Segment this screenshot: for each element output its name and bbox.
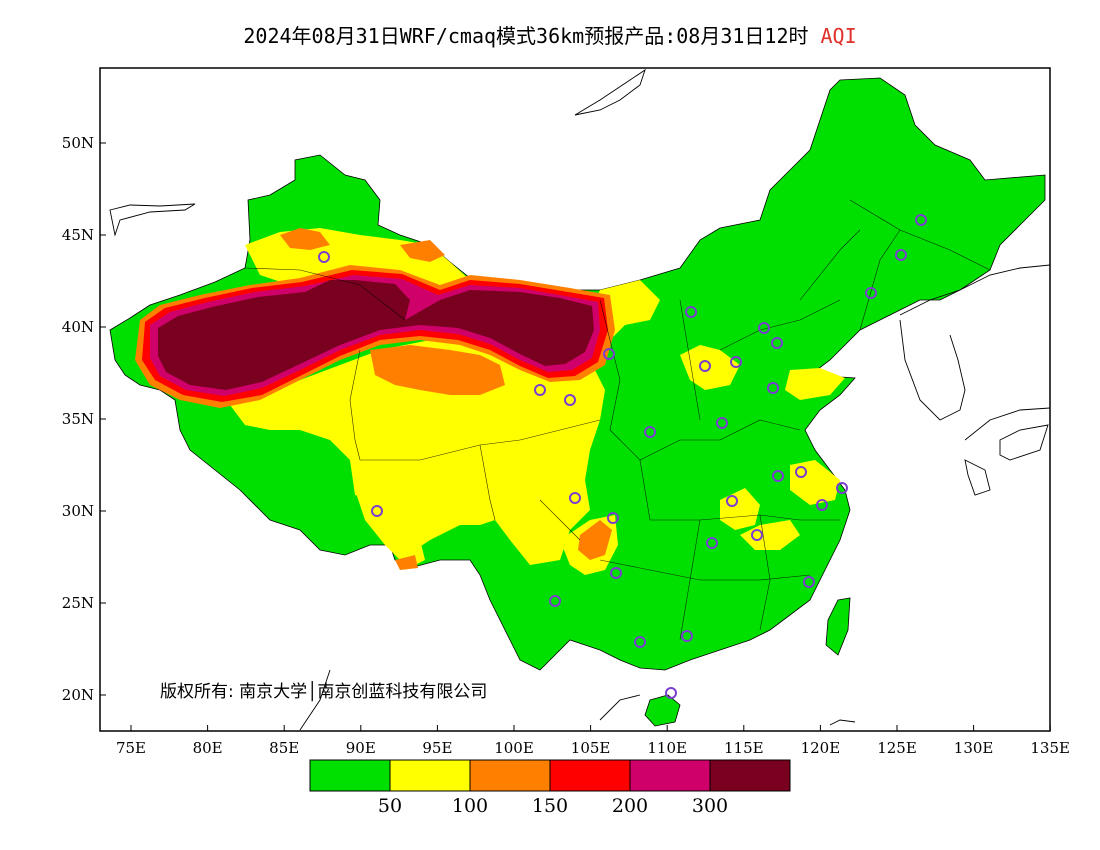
aqi-field xyxy=(109,68,1050,731)
lat-tick-label: 20N xyxy=(62,686,94,704)
lat-tick-label: 50N xyxy=(62,134,94,152)
region-moderate-yangtze xyxy=(720,488,760,530)
legend-swatch xyxy=(549,759,631,792)
lat-tick-label: 25N xyxy=(62,594,94,612)
legend-swatch xyxy=(709,759,791,792)
lat-tick-label: 45N xyxy=(62,226,94,244)
legend-swatch xyxy=(469,759,551,792)
coastlines xyxy=(109,68,1050,731)
legend-label: 200 xyxy=(612,795,648,817)
region-usg-qinghai xyxy=(370,345,505,395)
region-usg-sichuan xyxy=(578,520,612,560)
lon-tick-label: 100E xyxy=(494,739,534,757)
lon-tick-label: 135E xyxy=(1030,739,1070,757)
region-moderate-jiangsu xyxy=(790,460,840,505)
lon-tick-label: 90E xyxy=(346,739,376,757)
region-hainan xyxy=(644,694,681,727)
region-taiwan xyxy=(825,597,851,656)
region-usg-tibet xyxy=(395,555,418,570)
legend-label: 150 xyxy=(532,795,568,817)
plot-frame xyxy=(99,67,1051,732)
map-title: 2024年08月31日WRF/cmaq模式36km预报产品:08月31日12时 A… xyxy=(0,20,1100,49)
lon-tick-label: 95E xyxy=(422,739,452,757)
legend-swatch xyxy=(389,759,471,792)
title-variable: AQI xyxy=(820,24,857,48)
region-usg-north2 xyxy=(400,240,445,262)
legend-label: 50 xyxy=(378,795,402,817)
lon-tick-label: 85E xyxy=(269,739,299,757)
region-usg-north xyxy=(280,228,330,250)
region-moderate-hunan xyxy=(740,520,800,550)
lon-tick-label: 115E xyxy=(724,739,764,757)
legend-label: 300 xyxy=(692,795,728,817)
lat-tick-label: 30N xyxy=(62,502,94,520)
lon-tick-label: 80E xyxy=(193,739,223,757)
lon-tick-label: 105E xyxy=(571,739,611,757)
region-hazardous xyxy=(158,280,594,390)
region-moderate-tibet xyxy=(350,455,380,500)
lat-tick-label: 40N xyxy=(62,318,94,336)
lon-tick-label: 75E xyxy=(116,739,146,757)
lon-tick-label: 130E xyxy=(954,739,994,757)
legend: 50 100 150 200 300 xyxy=(309,759,791,817)
legend-swatch xyxy=(309,759,391,792)
copyright-text: 版权所有: 南京大学│南京创蓝科技有限公司 xyxy=(160,681,487,702)
region-moderate-shandong xyxy=(785,368,845,400)
legend-swatch xyxy=(629,759,711,792)
lon-tick-label: 125E xyxy=(877,739,917,757)
region-moderate-west xyxy=(230,335,605,565)
province-boundaries xyxy=(244,199,991,641)
lat-axis: 50N 45N 40N 35N 30N 25N 20N xyxy=(62,134,106,704)
legend-label: 100 xyxy=(452,795,488,817)
lat-tick-label: 35N xyxy=(62,410,94,428)
lon-axis: 75E 80E 85E 90E 95E 100E 105E 110E 115E 120E 125E 1… xyxy=(116,725,1070,757)
lon-tick-label: 110E xyxy=(647,739,687,757)
lon-tick-label: 120E xyxy=(801,739,841,757)
city-markers xyxy=(318,214,927,699)
title-main: 2024年08月31日WRF/cmaq模式36km预报产品:08月31日12时 xyxy=(243,24,809,48)
